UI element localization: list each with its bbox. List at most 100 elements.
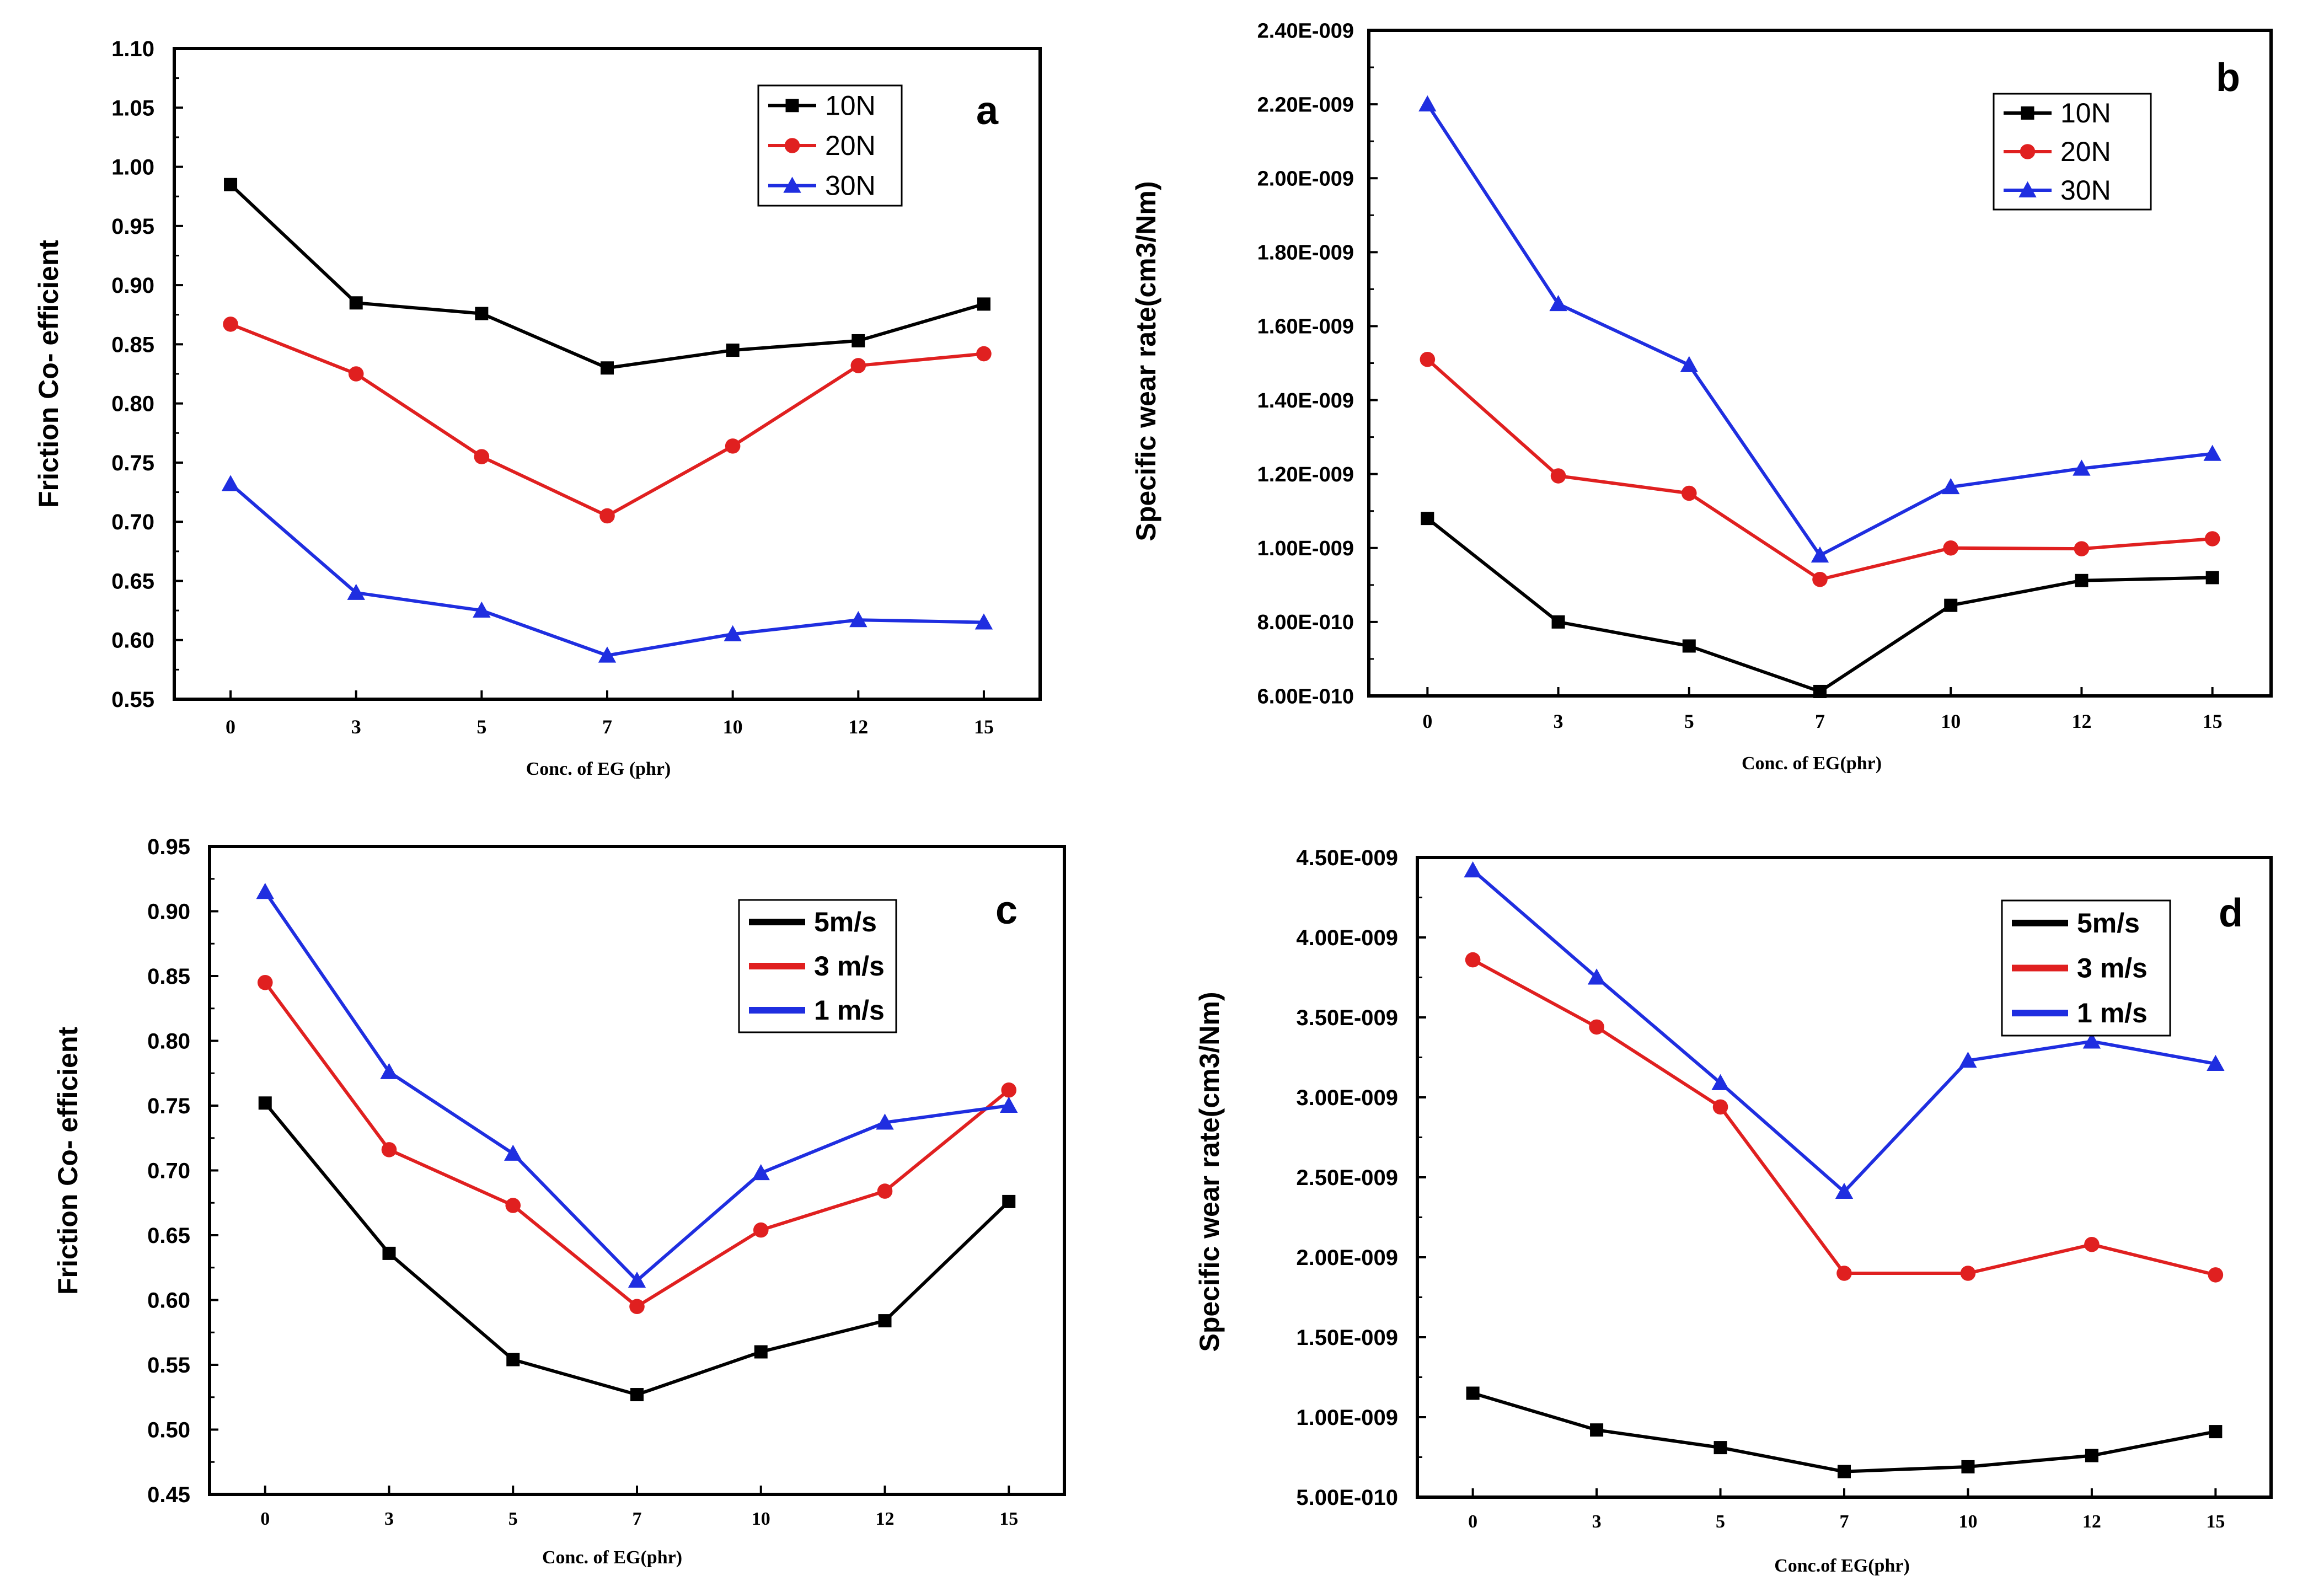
data-point-circle xyxy=(877,1183,893,1199)
data-point-triangle xyxy=(473,601,491,618)
legend-label: 20N xyxy=(825,130,876,161)
legend-label: 1 m/s xyxy=(814,995,885,1026)
series-line xyxy=(1472,1391,2216,1473)
data-point-square xyxy=(977,297,990,311)
y-tick-label: 0.70 xyxy=(111,510,154,534)
x-tick-label: 0 xyxy=(226,716,235,738)
data-point-triangle xyxy=(1835,1182,1854,1199)
data-point-triangle xyxy=(2207,1054,2225,1071)
data-point-square xyxy=(601,361,614,375)
y-tick-label: 2.00E-009 xyxy=(1296,1246,1398,1270)
x-axis-title: Conc. of EG(phr) xyxy=(542,1547,682,1568)
y-tick-label: 0.85 xyxy=(147,964,190,989)
data-point-triangle xyxy=(1418,95,1437,112)
data-point-circle xyxy=(1960,1266,1976,1281)
y-tick-label: 1.60E-009 xyxy=(1257,315,1354,339)
x-tick-label: 15 xyxy=(999,1509,1018,1529)
y-tick-label: 4.50E-009 xyxy=(1296,846,1398,870)
data-point-square xyxy=(754,1345,768,1359)
x-tick-label: 7 xyxy=(1840,1511,1849,1532)
y-tick-label: 2.00E-009 xyxy=(1257,168,1354,191)
data-point-square xyxy=(349,296,363,310)
legend-label: 3 m/s xyxy=(2077,953,2148,984)
legend-label: 5m/s xyxy=(2077,908,2140,939)
legend-label: 30N xyxy=(825,170,876,201)
x-tick-label: 12 xyxy=(848,716,868,738)
x-tick-label: 5 xyxy=(476,716,486,738)
y-tick-label: 0.50 xyxy=(147,1418,190,1443)
series-line xyxy=(1426,517,2213,694)
y-tick-label: 0.45 xyxy=(147,1483,190,1507)
data-point-triangle xyxy=(876,1113,894,1130)
data-point-triangle xyxy=(598,646,617,663)
y-tick-label: 1.00 xyxy=(111,156,154,180)
data-point-circle xyxy=(1943,540,1959,556)
legend: 5m/s 3 m/s 1 m/s xyxy=(2001,899,2171,1037)
data-point-triangle xyxy=(347,583,365,600)
legend-label: 1 m/s xyxy=(2077,998,2148,1028)
legend: 5m/s 3 m/s 1 m/s xyxy=(738,899,897,1033)
y-tick-label: 0.85 xyxy=(111,333,154,357)
data-point-circle xyxy=(348,366,364,382)
panel-letter: a xyxy=(976,89,999,133)
data-point-triangle xyxy=(1959,1052,1977,1068)
data-point-circle xyxy=(629,1299,645,1315)
data-point-triangle xyxy=(1942,478,1960,495)
data-point-circle xyxy=(1589,1019,1604,1035)
data-point-circle xyxy=(2074,541,2090,556)
series-line xyxy=(264,1102,1010,1397)
series-10n xyxy=(224,178,990,375)
x-tick-label: 3 xyxy=(1554,710,1563,732)
data-point-circle xyxy=(474,449,490,464)
data-point-triangle xyxy=(783,176,801,193)
y-tick-label: 0.90 xyxy=(147,900,190,924)
x-tick-label: 15 xyxy=(2203,710,2223,732)
data-point-circle xyxy=(753,1222,769,1238)
y-tick-label: 0.65 xyxy=(147,1224,190,1248)
data-point-square xyxy=(1002,1194,1016,1208)
x-tick-label: 5 xyxy=(1684,710,1694,732)
x-tick-label: 10 xyxy=(1958,1511,1977,1532)
x-tick-label: 15 xyxy=(974,716,994,738)
y-tick-label: 0.80 xyxy=(111,392,154,416)
panel-c: 0.45 0.50 0.55 0.60 0.65 0.70 0.75 0.80 0.85 0.90… xyxy=(52,835,1066,1568)
data-point-circle xyxy=(2208,1267,2224,1283)
series-line xyxy=(264,981,1010,1309)
panel-letter: b xyxy=(2216,56,2240,100)
x-tick-label: 0 xyxy=(260,1509,270,1529)
y-axis-title: Specific wear rate(cm3/Nm) xyxy=(1131,181,1161,541)
series-20n xyxy=(1420,351,2220,587)
y-tick-label: 1.20E-009 xyxy=(1257,463,1354,486)
data-point-triangle xyxy=(2203,444,2221,461)
data-point-triangle xyxy=(2082,1032,2101,1049)
x-tick-label: 5 xyxy=(508,1509,518,1529)
y-axis-title: Friction Co- efficient xyxy=(33,240,64,508)
data-point-square xyxy=(1944,598,1958,612)
series-3m/s xyxy=(1465,952,2224,1283)
x-axis-title: Conc. of EG (phr) xyxy=(526,759,671,779)
data-point-square xyxy=(1813,684,1827,698)
data-point-circle xyxy=(1550,468,1566,484)
x-tick-label: 10 xyxy=(752,1509,770,1529)
data-point-triangle xyxy=(221,475,240,491)
y-tick-label: 0.65 xyxy=(111,569,154,593)
data-point-circle xyxy=(2204,531,2220,546)
data-point-circle xyxy=(1712,1099,1728,1115)
data-point-triangle xyxy=(1549,295,1567,312)
y-tick-label: 0.90 xyxy=(111,274,154,298)
series-line xyxy=(229,183,984,370)
y-tick-label: 1.05 xyxy=(111,96,154,120)
legend-label: 3 m/s xyxy=(814,951,885,982)
data-point-circle xyxy=(1465,952,1481,968)
y-tick-label: 0.55 xyxy=(111,688,154,712)
y-tick-label: 1.50E-009 xyxy=(1296,1326,1398,1350)
y-tick-label: 0.60 xyxy=(111,629,154,653)
x-tick-label: 12 xyxy=(2082,1511,2101,1532)
data-point-square xyxy=(852,334,865,347)
legend: 10N 20N 30N xyxy=(757,84,903,207)
series-line xyxy=(264,891,1009,1283)
series-1m/s xyxy=(256,883,1018,1288)
data-point-square xyxy=(1838,1465,1851,1478)
data-point-triangle xyxy=(2018,181,2037,197)
x-tick-label: 12 xyxy=(876,1509,895,1529)
